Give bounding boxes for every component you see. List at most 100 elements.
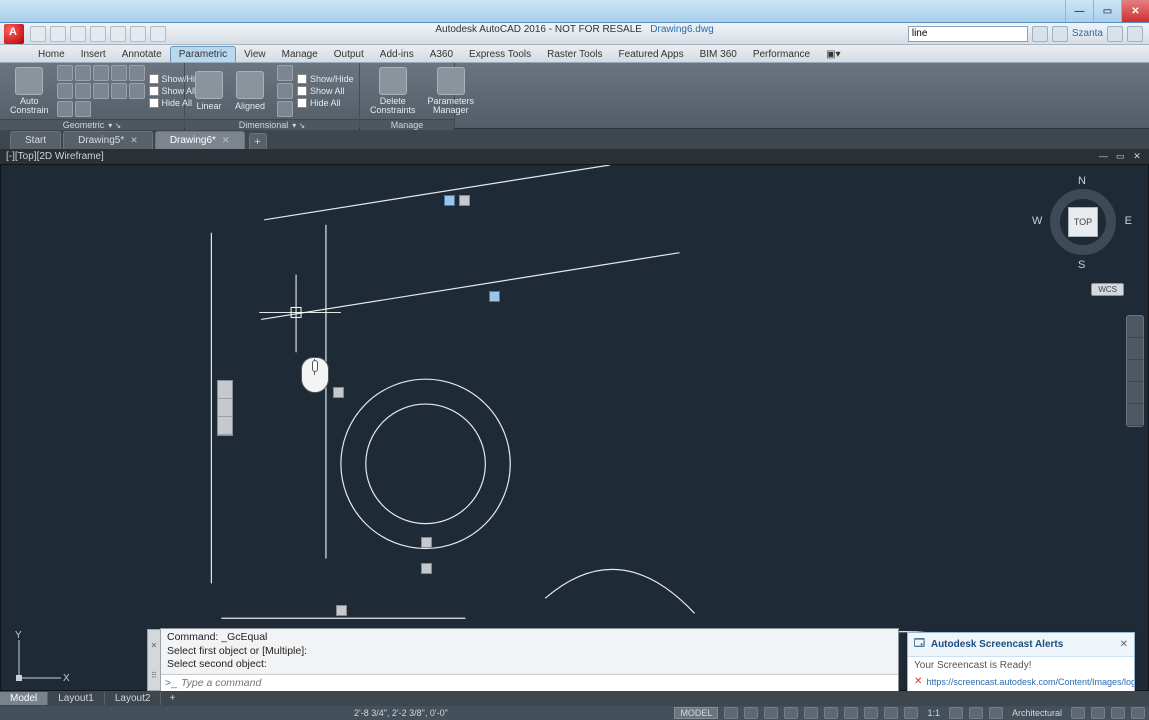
tab-layout1[interactable]: Layout1 <box>48 692 105 705</box>
vp-maximize-icon[interactable]: ▭ <box>1114 151 1126 163</box>
viewcube-south[interactable]: S <box>1078 259 1085 271</box>
constraint-vertical-icon[interactable] <box>93 83 109 99</box>
viewcube-north[interactable]: N <box>1078 175 1086 187</box>
tab-bim360[interactable]: BIM 360 <box>692 47 745 62</box>
constraint-glyph[interactable] <box>336 605 347 616</box>
status-annoscale-icon[interactable] <box>949 707 963 719</box>
constraint-glyph[interactable] <box>444 195 455 206</box>
qat-new-icon[interactable] <box>30 26 46 42</box>
status-ortho-icon[interactable] <box>764 707 778 719</box>
window-maximize-button[interactable]: ▭ <box>1093 0 1121 22</box>
parameters-manager-button[interactable]: Parameters Manager <box>424 65 479 117</box>
wcs-badge[interactable]: WCS <box>1091 283 1124 296</box>
command-window[interactable]: ✕⠿ Command: _GcEqual Select first object… <box>160 628 899 692</box>
panel-expand-icon-2[interactable]: ▾ ↘ <box>292 121 305 130</box>
search-icon[interactable] <box>1032 26 1048 42</box>
constraint-smooth-icon[interactable] <box>129 83 145 99</box>
nav-zoom-icon[interactable] <box>1127 360 1143 382</box>
tab-home[interactable]: Home <box>30 47 73 62</box>
doc-tab-drawing6[interactable]: Drawing6*✕ <box>155 131 245 149</box>
tab-a360[interactable]: A360 <box>422 47 461 62</box>
new-tab-button[interactable]: + <box>249 133 267 149</box>
tab-layout2[interactable]: Layout2 <box>105 692 162 705</box>
constraint-equal-icon[interactable] <box>75 101 91 117</box>
constraint-coincident-icon[interactable] <box>57 65 73 81</box>
constraint-glyph[interactable] <box>489 291 500 302</box>
close-icon[interactable]: ✕ <box>222 135 230 146</box>
status-isolate-icon[interactable] <box>1071 707 1085 719</box>
linear-dim-button[interactable]: Linear <box>191 69 227 113</box>
status-annovisibility-icon[interactable] <box>969 707 983 719</box>
status-osnap-icon[interactable] <box>804 707 818 719</box>
panel-expand-icon[interactable]: ▾ ↘ <box>108 121 121 130</box>
dim-hideall-button[interactable]: Hide All <box>297 97 354 109</box>
close-icon[interactable]: ✕ <box>130 135 138 146</box>
qat-undo-icon[interactable] <box>130 26 146 42</box>
vp-minimize-icon[interactable]: — <box>1097 150 1109 162</box>
help-icon[interactable] <box>1127 26 1143 42</box>
status-otrack-icon[interactable] <box>844 707 858 719</box>
tab-performance[interactable]: Performance <box>745 47 818 62</box>
status-lwt-icon[interactable] <box>884 707 898 719</box>
doc-tab-drawing5[interactable]: Drawing5*✕ <box>63 131 153 149</box>
tab-featured[interactable]: Featured Apps <box>611 47 692 62</box>
tab-view[interactable]: View <box>236 47 274 62</box>
alert-link[interactable]: https://screencast.autodesk.com/Content/… <box>926 677 1134 687</box>
tab-model[interactable]: Model <box>0 692 48 705</box>
dim-diameter-icon[interactable] <box>277 101 293 117</box>
vp-close-icon[interactable]: ✕ <box>1131 151 1143 163</box>
viewcube-east[interactable]: E <box>1125 215 1132 227</box>
tab-insert[interactable]: Insert <box>73 47 114 62</box>
exchange-icon[interactable] <box>1107 26 1123 42</box>
status-transparency-icon[interactable] <box>904 707 918 719</box>
dim-showall-button[interactable]: Show All <box>297 85 354 97</box>
viewcube[interactable]: TOP N S E W <box>1038 177 1128 267</box>
status-model-button[interactable]: MODEL <box>674 707 718 719</box>
tab-raster[interactable]: Raster Tools <box>539 47 610 62</box>
add-layout-button[interactable]: + <box>161 692 183 705</box>
dim-angular-icon[interactable] <box>277 65 293 81</box>
tab-parametric[interactable]: Parametric <box>170 46 236 62</box>
status-polar-icon[interactable] <box>784 707 798 719</box>
constraint-glyph[interactable] <box>333 387 344 398</box>
qat-redo-icon[interactable] <box>150 26 166 42</box>
auto-constrain-button[interactable]: Auto Constrain <box>6 65 53 117</box>
help-search-input[interactable] <box>908 26 1028 42</box>
aligned-dim-button[interactable]: Aligned <box>231 69 269 113</box>
status-hardware-icon[interactable] <box>1091 707 1105 719</box>
constraint-glyph[interactable] <box>421 563 432 574</box>
drawing-canvas[interactable]: TOP N S E W WCS X Y <box>0 164 1149 691</box>
window-minimize-button[interactable]: — <box>1065 0 1093 22</box>
command-input[interactable] <box>181 677 894 689</box>
doc-tab-start[interactable]: Start <box>10 131 61 149</box>
tab-manage[interactable]: Manage <box>274 47 326 62</box>
constraint-collinear-icon[interactable] <box>75 65 91 81</box>
nav-orbit-icon[interactable] <box>1127 382 1143 404</box>
user-name[interactable]: Szanta <box>1072 28 1103 39</box>
constraint-glyph[interactable] <box>421 537 432 548</box>
dim-showhide-button[interactable]: Show/Hide <box>297 73 354 85</box>
alert-dismiss-icon[interactable]: ✕ <box>914 676 922 687</box>
user-icon[interactable] <box>1052 26 1068 42</box>
viewcube-west[interactable]: W <box>1032 215 1042 227</box>
constraint-symmetric-icon[interactable] <box>57 101 73 117</box>
status-units[interactable]: Architectural <box>1009 708 1065 718</box>
constraint-glyph[interactable] <box>459 195 470 206</box>
window-close-button[interactable]: ✕ <box>1121 0 1149 22</box>
constraint-parallel-icon[interactable] <box>129 65 145 81</box>
status-customize-icon[interactable] <box>1131 707 1145 719</box>
qat-open-icon[interactable] <box>50 26 66 42</box>
status-dyn-icon[interactable] <box>864 707 878 719</box>
viewport-label[interactable]: [-][Top][2D Wireframe] <box>6 151 104 162</box>
tab-overflow-icon[interactable]: ▣▾ <box>818 47 848 62</box>
tab-addins[interactable]: Add-ins <box>372 47 422 62</box>
constraint-bar[interactable] <box>217 380 233 436</box>
app-logo-icon[interactable] <box>4 24 24 44</box>
navigation-bar[interactable] <box>1126 315 1144 427</box>
status-workspace-icon[interactable] <box>989 707 1003 719</box>
dim-radius-icon[interactable] <box>277 83 293 99</box>
tab-express[interactable]: Express Tools <box>461 47 539 62</box>
command-drag-handle[interactable]: ✕⠿ <box>147 629 161 691</box>
status-snap-icon[interactable] <box>744 707 758 719</box>
delete-constraints-button[interactable]: Delete Constraints <box>366 65 420 117</box>
